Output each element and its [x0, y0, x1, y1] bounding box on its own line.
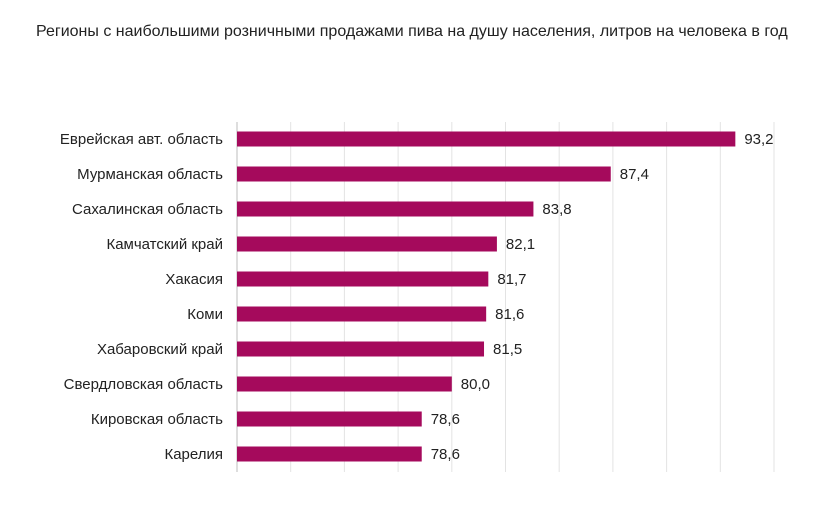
bar [237, 446, 422, 462]
category-label: Карелия [164, 446, 223, 463]
value-labels: 93,2 87,4 83,8 82,1 81,7 81,6 81,5 80,0 78,6 78,6 [431, 131, 774, 463]
value-label: 83,8 [542, 201, 571, 218]
value-label: 81,7 [497, 271, 526, 288]
category-labels: Еврейская авт. область Мурманская область… [60, 131, 223, 463]
bar [237, 201, 534, 217]
chart-title: Регионы с наибольшими розничными продажа… [36, 23, 788, 40]
bar [237, 376, 452, 392]
value-label: 80,0 [461, 376, 490, 393]
value-label: 78,6 [431, 446, 460, 463]
category-label: Хабаровский край [97, 341, 223, 358]
bar [237, 131, 736, 147]
category-label: Кировская область [91, 411, 223, 428]
category-label: Сахалинская область [72, 201, 223, 218]
value-label: 87,4 [620, 166, 649, 183]
category-label: Хакасия [165, 271, 223, 288]
category-label: Коми [187, 306, 223, 323]
bars [237, 131, 736, 462]
value-label: 93,2 [744, 131, 773, 148]
value-label: 81,5 [493, 341, 522, 358]
bar [237, 306, 487, 322]
category-label: Еврейская авт. область [60, 131, 223, 148]
bar [237, 411, 422, 427]
category-label: Мурманская область [77, 166, 223, 183]
bar [237, 341, 485, 357]
bar [237, 271, 489, 287]
value-label: 82,1 [506, 236, 535, 253]
bar [237, 166, 611, 182]
category-label: Камчатский край [106, 236, 223, 253]
value-label: 78,6 [431, 411, 460, 428]
bar [237, 236, 497, 252]
category-label: Свердловская область [64, 376, 224, 393]
value-label: 81,6 [495, 306, 524, 323]
